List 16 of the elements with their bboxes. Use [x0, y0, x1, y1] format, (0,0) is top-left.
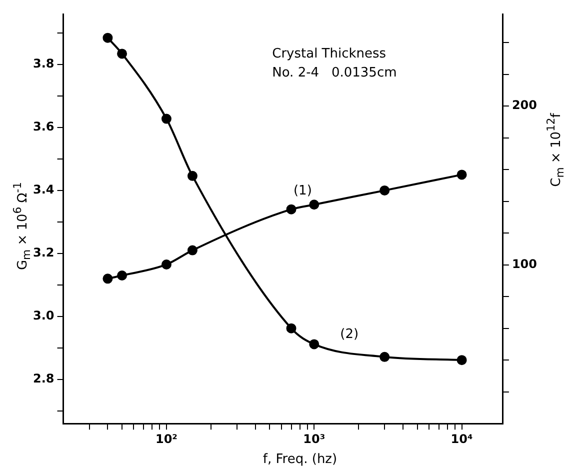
y-tick-label: 2.8 [32, 372, 54, 386]
annotation: No. 2-4 0.0135cm [272, 65, 397, 80]
y-tick-label: 3.8 [32, 56, 54, 71]
x-tick-label: 10² [155, 432, 178, 446]
x-tick-label: 10³ [303, 432, 326, 446]
y-tick-label: 3.6 [32, 120, 54, 134]
x-tick-label: 10⁴ [450, 432, 473, 446]
y-tick-label: 3.4 [32, 182, 54, 197]
y-tick-label: 3.2 [32, 246, 54, 260]
series-label: (1) [293, 183, 312, 198]
y2-tick-label: 100 [512, 256, 538, 271]
y-tick-label: 3.0 [32, 308, 54, 323]
y2-tick-label: 200 [512, 98, 538, 112]
series-label: (2) [340, 326, 359, 342]
annotation: Crystal Thickness [272, 46, 386, 62]
x-axis-title: f, Freq. (hz) [262, 452, 338, 467]
